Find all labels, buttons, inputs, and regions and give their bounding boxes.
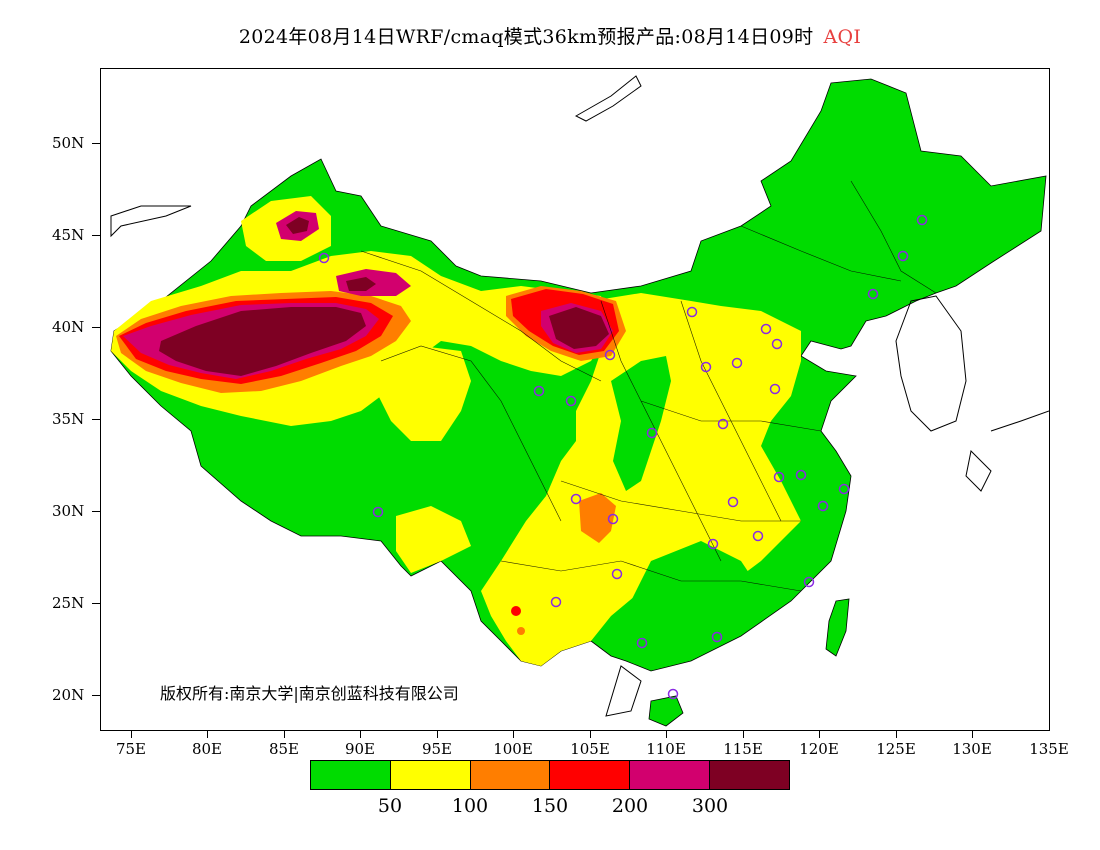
taiwan-island (825, 598, 850, 657)
x-tick (437, 731, 438, 738)
x-tick (666, 731, 667, 738)
aqi-legend (310, 760, 790, 790)
title-variable: AQI (823, 26, 862, 48)
hainan-island (648, 695, 684, 727)
x-tick (743, 731, 744, 738)
copyright-text: 版权所有:南京大学|南京创蓝科技有限公司 (160, 684, 459, 703)
y-label-25n: 25N (52, 594, 85, 612)
legend-label-200: 200 (611, 795, 649, 817)
x-tick (513, 731, 514, 738)
y-tick (92, 327, 100, 328)
x-label-95e: 95E (421, 740, 453, 758)
usg-zone-guizhou (579, 493, 616, 543)
unhealthy-speck-yunnan (511, 606, 521, 616)
x-tick (896, 731, 897, 738)
moderate-zone-qinghai (376, 346, 471, 441)
hazardous-zone-junggar (286, 217, 309, 234)
x-label-105e: 105E (570, 740, 610, 758)
x-tick (131, 731, 132, 738)
japan-coastline (965, 410, 1049, 492)
good-zone-central (611, 356, 671, 491)
korea-coastline (895, 295, 967, 432)
x-label-110e: 110E (646, 740, 686, 758)
legend-swatch-very-unhealthy (630, 761, 711, 789)
y-tick (92, 603, 100, 604)
x-tick (590, 731, 591, 738)
bay-coastline (605, 665, 642, 717)
legend-swatch-good (311, 761, 391, 789)
y-label-30n: 30N (52, 502, 85, 520)
province-borders (360, 180, 937, 592)
x-label-135e: 135E (1029, 740, 1069, 758)
x-label-75e: 75E (115, 740, 147, 758)
x-label-115e: 115E (723, 740, 763, 758)
y-tick (92, 511, 100, 512)
y-label-35n: 35N (52, 410, 85, 428)
station-markers (318, 214, 928, 700)
legend-label-50: 50 (377, 795, 403, 817)
y-tick (92, 143, 100, 144)
legend-swatch-hazardous (710, 761, 789, 789)
aqi-map (100, 68, 1050, 731)
x-label-120e: 120E (799, 740, 839, 758)
china-landmass (110, 78, 1047, 672)
x-label-85e: 85E (268, 740, 300, 758)
y-label-40n: 40N (52, 318, 85, 336)
x-tick (972, 731, 973, 738)
x-label-130e: 130E (952, 740, 992, 758)
y-label-20n: 20N (52, 686, 85, 704)
legend-swatch-moderate (390, 761, 471, 789)
x-tick (360, 731, 361, 738)
hazardous-zone-alxa (549, 307, 609, 349)
y-tick (92, 419, 100, 420)
legend-label-150: 150 (531, 795, 569, 817)
hazardous-zone-turpan (346, 277, 376, 291)
y-tick (92, 695, 100, 696)
y-label-50n: 50N (52, 134, 85, 152)
x-label-125e: 125E (876, 740, 916, 758)
baikal-coastline (574, 75, 642, 122)
usg-speck-yunnan (517, 627, 525, 635)
x-tick (819, 731, 820, 738)
map-title: 2024年08月14日WRF/cmaq模式36km预报产品:08月14日09时 A… (0, 22, 1100, 49)
moderate-zone-tibet-south (396, 506, 471, 573)
y-label-45n: 45N (52, 226, 85, 244)
good-zone-sichuan (471, 376, 561, 461)
x-tick (284, 731, 285, 738)
y-tick (92, 235, 100, 236)
lake-coastline (110, 205, 192, 238)
good-zone-south (626, 541, 761, 666)
legend-label-300: 300 (691, 795, 729, 817)
x-label-90e: 90E (344, 740, 376, 758)
x-tick (207, 731, 208, 738)
aqi-map-svg (110, 75, 1049, 727)
legend-swatch-unhealthy (550, 761, 631, 789)
x-label-100e: 100E (493, 740, 533, 758)
hazardous-zone-taklimakan (159, 307, 366, 376)
title-main: 2024年08月14日WRF/cmaq模式36km预报产品:08月14日09时 (238, 26, 814, 48)
x-label-80e: 80E (191, 740, 223, 758)
legend-label-100: 100 (451, 795, 489, 817)
legend-swatch-usg (470, 761, 551, 789)
